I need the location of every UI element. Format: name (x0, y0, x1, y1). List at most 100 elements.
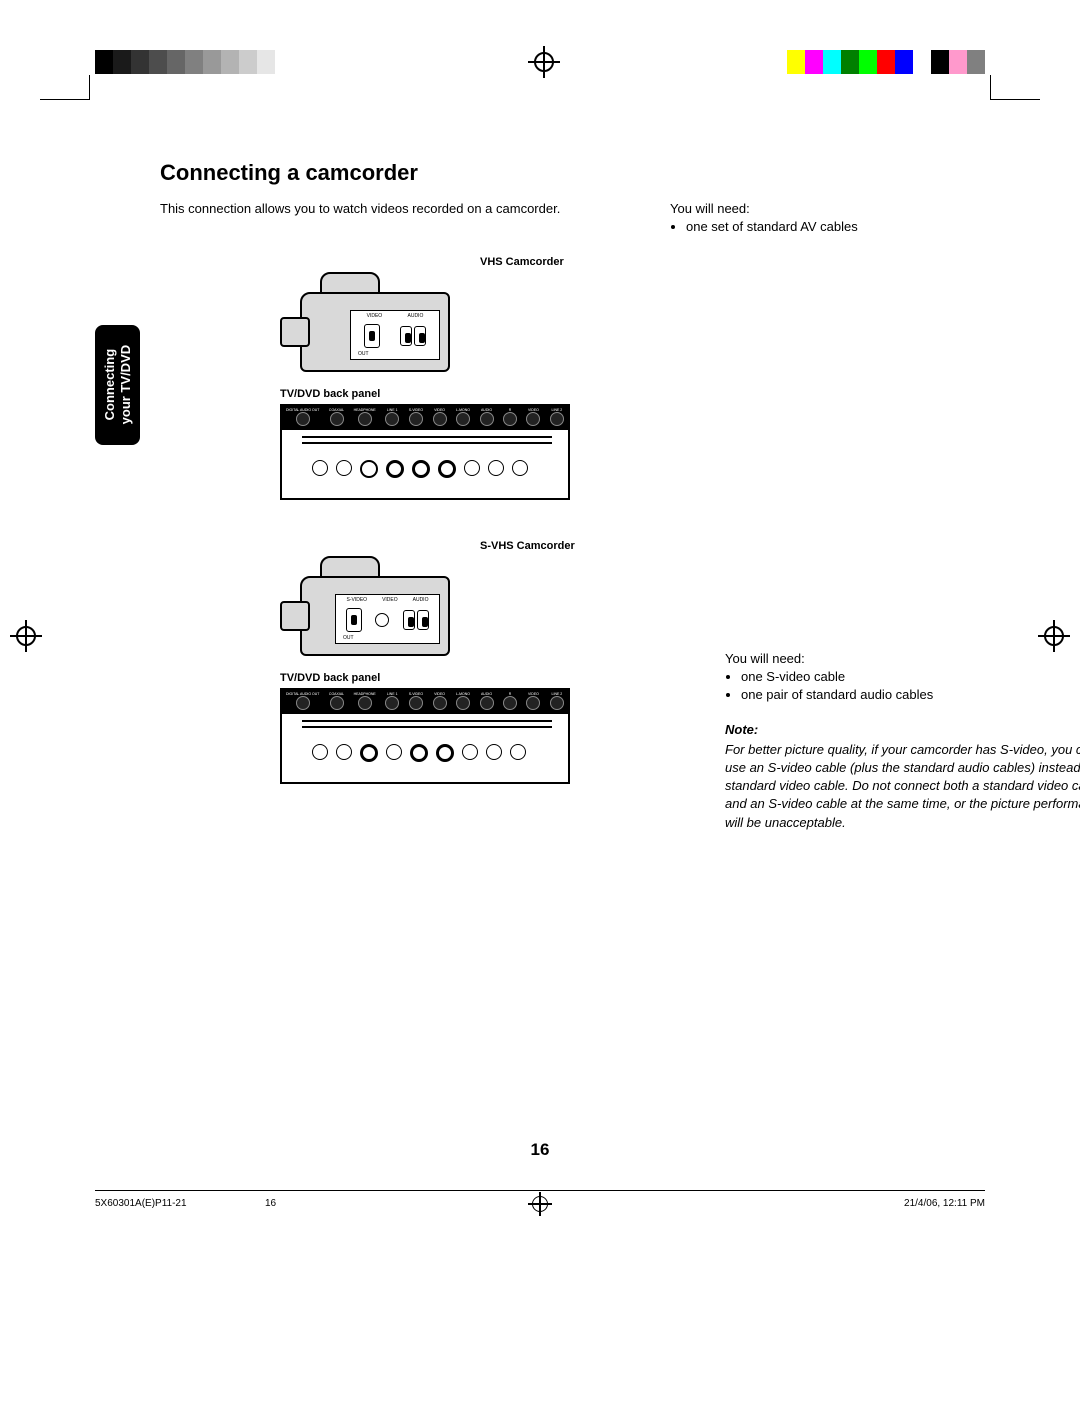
jack-audio-label-2: AUDIO (413, 597, 429, 603)
registration-mark-top (528, 46, 560, 78)
printer-marks-top (0, 50, 1080, 100)
color-step (967, 50, 985, 74)
panel-port: AUDIO (480, 408, 494, 426)
list-item: one S-video cable (741, 668, 1080, 686)
panel-port: LINE 2 (550, 692, 564, 710)
footer-left: 5X60301A(E)P11-21 (95, 1198, 187, 1209)
svhs-bottom-panel (280, 714, 570, 784)
note-body: For better picture quality, if your camc… (725, 741, 1080, 832)
plug-audio-r (400, 326, 412, 346)
panel-port: LINE 1 (385, 408, 399, 426)
panel-port-circle (550, 696, 564, 710)
plug-audio-r-2 (403, 610, 415, 630)
svhs-panel-strip: DIGITAL AUDIO OUTCOAXIALHEADPHONELINE 1S… (280, 688, 570, 714)
gray-step (149, 50, 167, 74)
diagram-vhs: VHS Camcorder VIDEO AUDIO (280, 256, 600, 500)
panel-port: COAXIAL (329, 408, 344, 426)
panel-port: R (503, 692, 517, 710)
panel-port: L-MONO (456, 692, 470, 710)
registration-mark-left (10, 620, 42, 652)
intro-text: This connection allows you to watch vide… (160, 200, 640, 236)
tab-line2: your TV/DVD (118, 345, 133, 424)
gray-step (167, 50, 185, 74)
panel-port: LINE 2 (550, 408, 564, 426)
svhs-camcorder-graphic: S-VIDEO VIDEO AUDIO OUT (290, 556, 470, 666)
panel-port-circle (526, 412, 540, 426)
panel-port-circle (550, 412, 564, 426)
grayscale-bar (95, 50, 293, 74)
jack-audio-label: AUDIO (408, 313, 424, 319)
color-step (931, 50, 949, 74)
plug-audio-l-2 (417, 610, 429, 630)
panel-port-circle (503, 412, 517, 426)
vhs-panel-label: TV/DVD back panel (280, 388, 600, 400)
svhs-jack-panel: S-VIDEO VIDEO AUDIO OUT (335, 594, 440, 644)
page-title: Connecting a camcorder (160, 160, 960, 186)
panel-port-circle (503, 696, 517, 710)
panel-port-circle (358, 696, 372, 710)
panel-port-circle (330, 412, 344, 426)
diagram-svhs: S-VHS Camcorder S-VIDEO VIDEO AUDIO (280, 540, 600, 784)
crop-mark-right (990, 75, 1040, 100)
gray-step (185, 50, 203, 74)
gray-step (95, 50, 113, 74)
color-step (877, 50, 895, 74)
panel-port-circle (330, 696, 344, 710)
panel-port: LINE 1 (385, 692, 399, 710)
plug-svideo (346, 608, 362, 632)
color-step (841, 50, 859, 74)
panel-port-circle (456, 696, 470, 710)
plug-audio-l (414, 326, 426, 346)
gray-step (239, 50, 257, 74)
list-item: one pair of standard audio cables (741, 686, 1080, 704)
color-step (949, 50, 967, 74)
panel-port-circle (456, 412, 470, 426)
panel-port-circle (358, 412, 372, 426)
panel-port-circle (526, 696, 540, 710)
out-label: OUT (354, 351, 436, 357)
panel-port: HEADPHONE (354, 692, 376, 710)
panel-port: VIDEO (433, 692, 447, 710)
vhs-panel-strip: DIGITAL AUDIO OUTCOAXIALHEADPHONELINE 1S… (280, 404, 570, 430)
footer-right: 21/4/06, 12:11 PM (904, 1198, 985, 1209)
panel-port-circle (296, 412, 310, 426)
plug-video (364, 324, 380, 348)
right-text-block: You will need: one S-video cableone pair… (725, 650, 1080, 832)
svhs-cam-label: S-VHS Camcorder (480, 540, 600, 552)
need-block-1: You will need: one set of standard AV ca… (670, 200, 960, 236)
jack-video-label-2: VIDEO (382, 597, 398, 603)
color-step (823, 50, 841, 74)
gray-step (203, 50, 221, 74)
gray-step (275, 50, 293, 74)
gray-step (221, 50, 239, 74)
panel-port: L-MONO (456, 408, 470, 426)
svhs-panel-label: TV/DVD back panel (280, 672, 600, 684)
footer-center-pagenum: 16 (265, 1198, 276, 1209)
need2-list: one S-video cableone pair of standard au… (725, 668, 1080, 704)
note-heading: Note: (725, 721, 1080, 739)
gray-step (131, 50, 149, 74)
color-step (805, 50, 823, 74)
panel-port-circle (296, 696, 310, 710)
jack-video-circle (375, 613, 389, 627)
panel-port: DIGITAL AUDIO OUT (286, 692, 319, 710)
registration-mark-right (1038, 620, 1070, 652)
page-content: Connecting your TV/DVD Connecting a camc… (160, 160, 960, 824)
registration-mark-bottom (528, 1192, 552, 1216)
panel-port: S-VIDEO (409, 692, 423, 710)
panel-port: R (503, 408, 517, 426)
panel-port-circle (409, 696, 423, 710)
diagrams-column: VHS Camcorder VIDEO AUDIO (280, 256, 600, 784)
vhs-panel-strip-wrap: DIGITAL AUDIO OUTCOAXIALHEADPHONELINE 1S… (280, 404, 570, 430)
color-step (787, 50, 805, 74)
color-step (895, 50, 913, 74)
gray-step (113, 50, 131, 74)
panel-port: VIDEO (433, 408, 447, 426)
panel-port: AUDIO (480, 692, 494, 710)
need1-heading: You will need: (670, 200, 960, 218)
vhs-jack-panel: VIDEO AUDIO OUT (350, 310, 440, 360)
section-tab: Connecting your TV/DVD (95, 325, 140, 445)
panel-port: HEADPHONE (354, 408, 376, 426)
panel-port-circle (433, 412, 447, 426)
color-step (913, 50, 931, 74)
